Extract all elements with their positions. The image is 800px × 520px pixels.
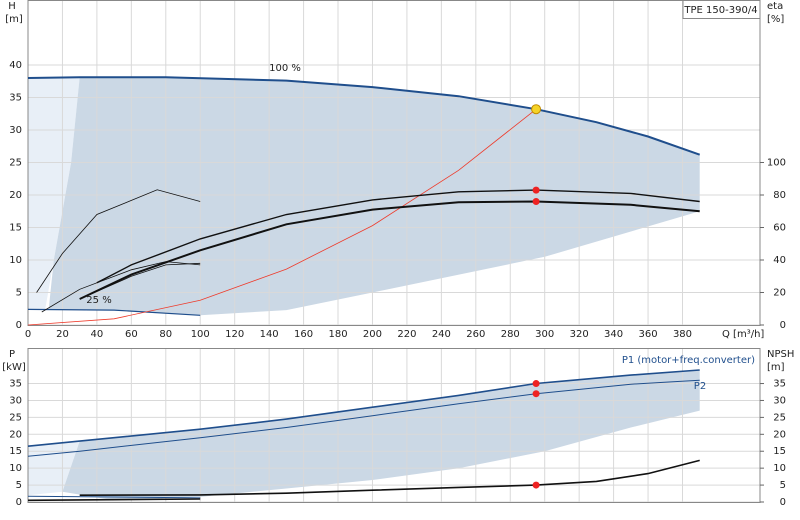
curve <box>27 495 201 499</box>
y2-tick-label: 40 <box>773 255 786 266</box>
curve <box>27 498 201 502</box>
curve <box>27 369 700 447</box>
y2-tick-label: 0 <box>780 320 786 331</box>
x-tick-label: 200 <box>363 329 382 340</box>
duty-point <box>532 481 540 489</box>
curve-label: 100 % <box>269 63 301 74</box>
duty-point <box>532 380 540 388</box>
y2-axis-label: NPSH <box>767 349 794 360</box>
y-tick-label: 10 <box>9 463 22 474</box>
duty-point <box>532 198 540 205</box>
y-tick-label: 40 <box>9 60 22 71</box>
curve <box>96 189 700 284</box>
x-tick-label: 340 <box>604 329 623 340</box>
y2-tick-label: 15 <box>773 446 786 457</box>
curve <box>36 189 201 293</box>
y-tick-label: 0 <box>16 497 22 508</box>
y-tick-label: 20 <box>9 429 22 440</box>
y-tick-label: 20 <box>9 190 22 201</box>
x-tick-label: 160 <box>294 329 313 340</box>
x-tick-label: 240 <box>432 329 451 340</box>
y-axis-unit: [m] <box>5 14 23 25</box>
title-box <box>682 0 761 19</box>
duty-point <box>532 186 540 194</box>
y2-axis-unit: [%] <box>767 14 784 25</box>
curve-label: 25 % <box>86 295 111 306</box>
x-tick-label: 260 <box>466 329 485 340</box>
x-tick-label: 360 <box>639 329 658 340</box>
x-tick-label: 300 <box>535 329 554 340</box>
y2-axis-label: eta <box>767 1 783 12</box>
curve <box>27 108 537 326</box>
y2-tick-label: 35 <box>773 379 786 390</box>
plot-frame <box>27 348 761 503</box>
duty-point <box>531 104 542 115</box>
y-tick-label: 25 <box>9 158 22 169</box>
y-tick-label: 0 <box>16 320 22 331</box>
x-tick-label: 140 <box>260 329 279 340</box>
operating-range <box>48 77 700 316</box>
y2-tick-label: 60 <box>773 223 786 234</box>
y2-tick-label: 25 <box>773 412 786 423</box>
y2-tick-label: 5 <box>780 480 786 491</box>
x-tick-label: 20 <box>56 329 69 340</box>
curve <box>27 308 201 316</box>
y-tick-label: 35 <box>9 93 22 104</box>
y-tick-label: 15 <box>9 223 22 234</box>
x-tick-label: 60 <box>125 329 138 340</box>
panel: 0 5 10 15 20 25 30 35 0 5 10 15 20 25 30 35 P [kW] NPSH [m]… <box>2 348 794 508</box>
y-tick-label: 25 <box>9 412 22 423</box>
curve <box>27 379 700 457</box>
y-axis-unit: [kW] <box>2 362 26 373</box>
chart-title: TPE 150-390/4 <box>683 5 757 16</box>
panel: 0 20 40 60 80 100 120 140 160 180 200 220 240 260 280 3… <box>5 0 786 340</box>
x-tick-label: 280 <box>501 329 520 340</box>
y2-tick-label: 20 <box>773 429 786 440</box>
x-tick-label: 320 <box>570 329 589 340</box>
curve-label: P1 (motor+freq.converter) <box>622 355 755 366</box>
y2-tick-label: 10 <box>773 463 786 474</box>
curve <box>79 200 700 300</box>
x-tick-label: 220 <box>397 329 416 340</box>
y-tick-label: 30 <box>9 125 22 136</box>
y-axis-label: H <box>8 1 16 12</box>
curve <box>41 261 201 313</box>
x-tick-label: 0 <box>25 329 31 340</box>
curve-label: P2 <box>694 381 706 392</box>
x-tick-label: 120 <box>225 329 244 340</box>
x-tick-label: 80 <box>159 329 172 340</box>
y2-tick-label: 100 <box>767 158 786 169</box>
duty-point <box>532 390 540 398</box>
x-axis-label: Q [m³/h] <box>722 329 764 340</box>
y-tick-label: 35 <box>9 379 22 390</box>
y2-tick-label: 30 <box>773 395 786 406</box>
y2-tick-label: 80 <box>773 190 786 201</box>
y-axis-label: P <box>9 349 15 360</box>
curve <box>79 459 700 496</box>
curve <box>27 76 701 156</box>
y-tick-label: 30 <box>9 395 22 406</box>
x-tick-label: 380 <box>673 329 692 340</box>
y2-tick-label: 20 <box>773 288 786 299</box>
curve <box>79 262 201 300</box>
y-tick-label: 5 <box>16 288 22 299</box>
y-tick-label: 15 <box>9 446 22 457</box>
x-tick-label: 100 <box>191 329 210 340</box>
x-tick-label: 180 <box>328 329 347 340</box>
y2-tick-label: 0 <box>780 497 786 508</box>
y-tick-label: 10 <box>9 255 22 266</box>
y2-axis-unit: [m] <box>767 362 785 373</box>
operating-range <box>28 78 80 310</box>
y-tick-label: 5 <box>16 480 22 491</box>
x-tick-label: 40 <box>91 329 104 340</box>
